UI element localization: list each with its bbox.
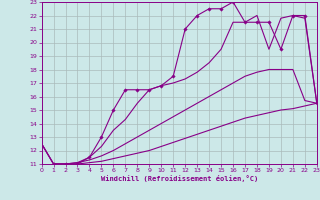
X-axis label: Windchill (Refroidissement éolien,°C): Windchill (Refroidissement éolien,°C) <box>100 175 258 182</box>
